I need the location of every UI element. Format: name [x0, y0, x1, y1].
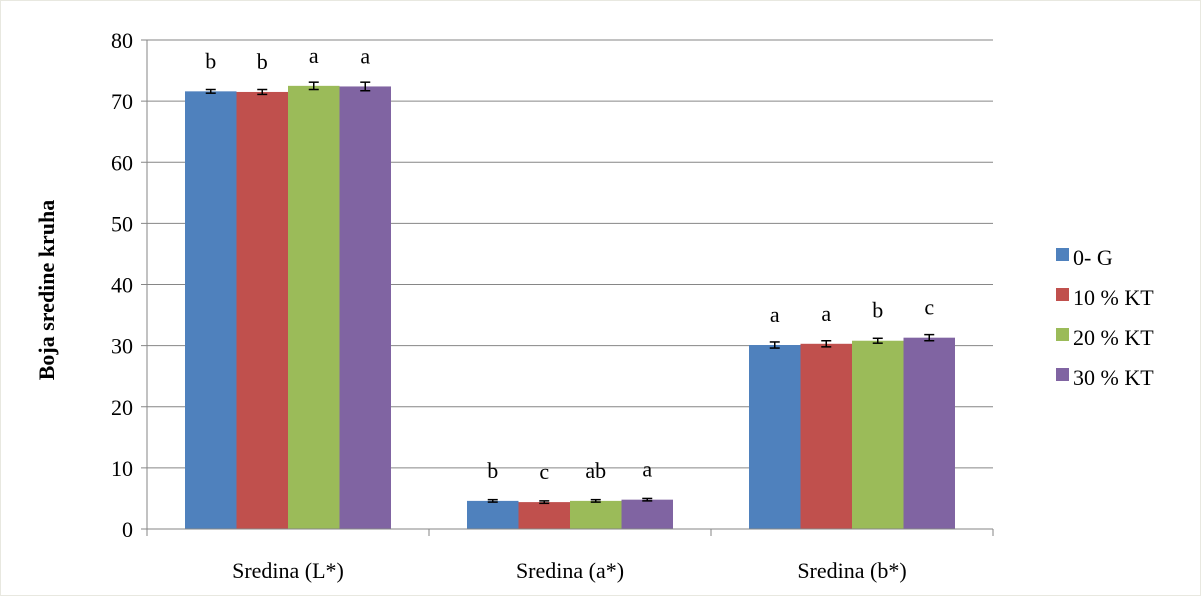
legend-swatch — [1056, 288, 1069, 301]
y-tick-label: 60 — [111, 150, 133, 175]
x-axis-labels: Sredina (L*) Sredina (a*) Sredina (b*) — [232, 558, 907, 583]
x-tick-label: Sredina (a*) — [516, 558, 624, 583]
y-tick-label: 20 — [111, 395, 133, 420]
bar — [467, 500, 519, 529]
bar — [621, 499, 673, 529]
y-tick-label: 30 — [111, 334, 133, 359]
y-tick-label: 10 — [111, 456, 133, 481]
x-tick-label: Sredina (L*) — [232, 558, 344, 583]
bar — [903, 337, 955, 529]
legend: 0- G 10 % KT 20 % KT 30 % KT — [1056, 245, 1154, 390]
bar — [339, 86, 391, 529]
bar — [570, 500, 622, 529]
legend-label: 10 % KT — [1073, 285, 1154, 310]
bar — [800, 343, 852, 529]
legend-swatch — [1056, 248, 1069, 261]
significance-letter: a — [821, 301, 831, 326]
y-axis-ticks: 0 10 20 30 40 50 60 70 80 — [111, 28, 148, 542]
y-axis-title: Boja sredine kruha — [34, 200, 59, 381]
legend-label: 20 % KT — [1073, 325, 1154, 350]
significance-letter: c — [539, 459, 549, 484]
bar — [518, 502, 570, 529]
bar — [185, 91, 237, 529]
significance-letter: c — [924, 295, 934, 320]
bar — [852, 340, 904, 529]
bar — [236, 91, 288, 530]
y-tick-label: 40 — [111, 273, 133, 298]
error-bars — [205, 81, 935, 505]
significance-letter: b — [487, 458, 498, 483]
legend-label: 30 % KT — [1073, 365, 1154, 390]
significance-letter: a — [360, 43, 370, 68]
y-tick-label: 50 — [111, 211, 133, 236]
y-tick-label: 80 — [111, 28, 133, 53]
x-tick-label: Sredina (b*) — [797, 558, 906, 583]
x-axis-ticks — [146, 529, 994, 536]
y-tick-label: 0 — [122, 517, 133, 542]
legend-swatch — [1056, 328, 1069, 341]
significance-letter: a — [309, 43, 319, 68]
significance-letter: b — [257, 49, 268, 74]
significance-letter: ab — [585, 458, 606, 483]
significance-letter: b — [872, 298, 883, 323]
bar — [288, 85, 340, 529]
bar — [749, 345, 801, 529]
significance-letter: b — [205, 48, 216, 73]
legend-label: 0- G — [1073, 245, 1113, 270]
bars — [185, 85, 955, 530]
significance-letter: a — [642, 457, 652, 482]
y-tick-label: 70 — [111, 89, 133, 114]
legend-swatch — [1056, 368, 1069, 381]
significance-letter: a — [770, 302, 780, 327]
